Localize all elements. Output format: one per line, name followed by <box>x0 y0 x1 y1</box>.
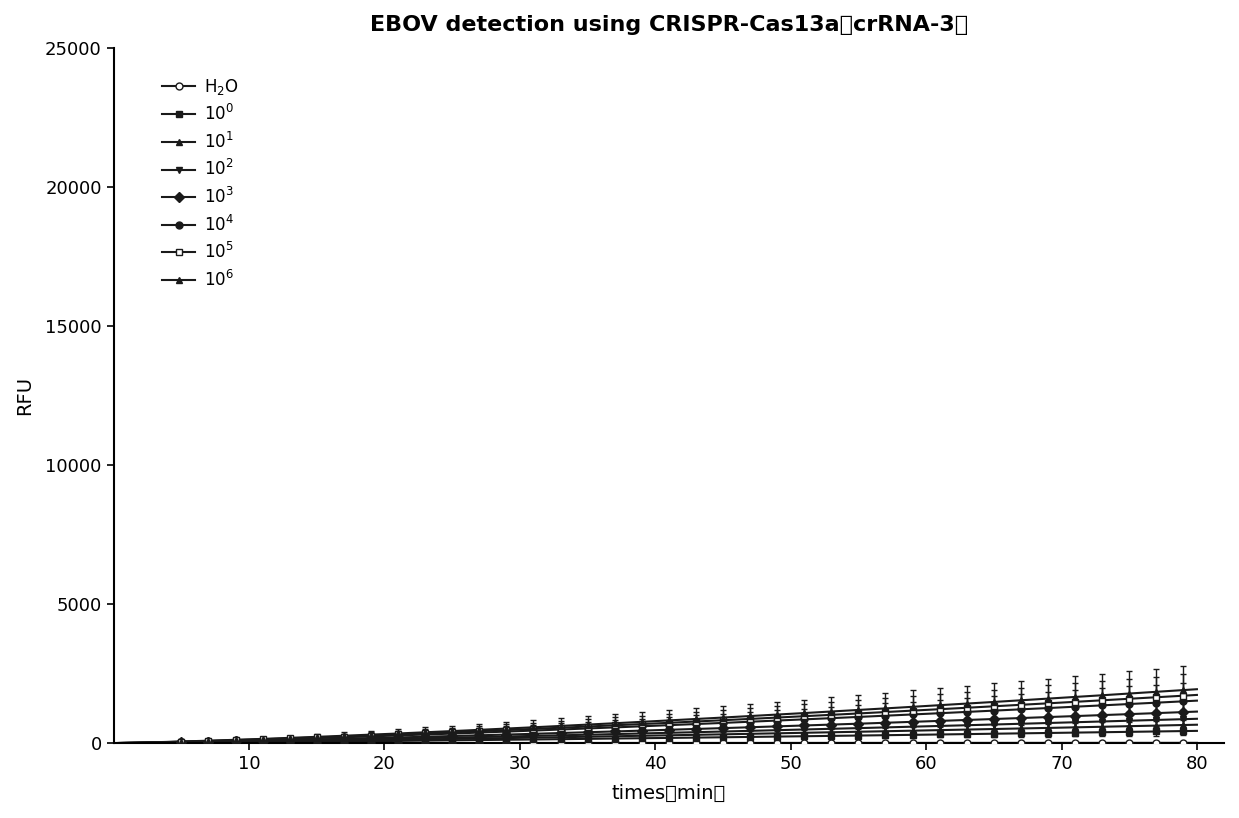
X-axis label: times（min）: times（min） <box>612 784 726 803</box>
Title: EBOV detection using CRISPR-Cas13a（crRNA-3）: EBOV detection using CRISPR-Cas13a（crRNA… <box>369 15 968 35</box>
Legend: H$_2$O, 10$^0$, 10$^1$, 10$^2$, 10$^3$, 10$^4$, 10$^5$, 10$^6$: H$_2$O, 10$^0$, 10$^1$, 10$^2$, 10$^3$, … <box>155 70 245 296</box>
Y-axis label: RFU: RFU <box>15 375 33 415</box>
